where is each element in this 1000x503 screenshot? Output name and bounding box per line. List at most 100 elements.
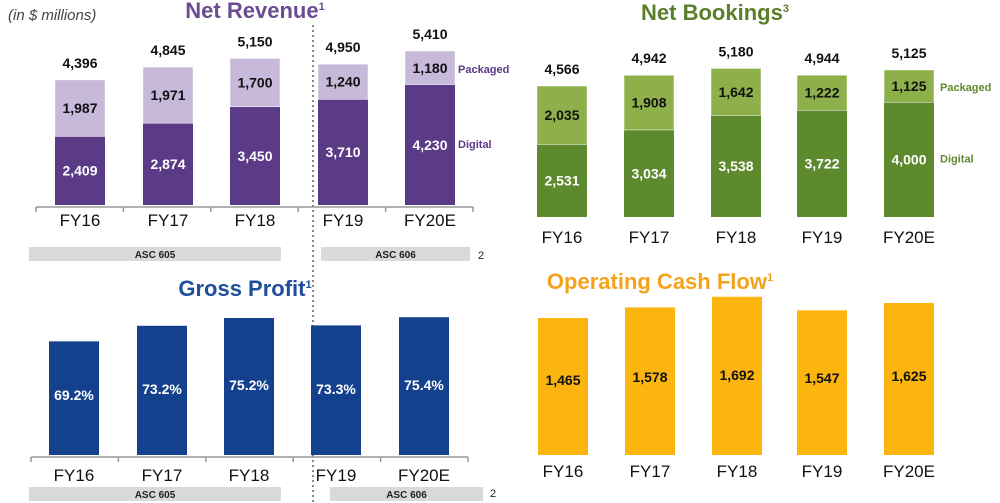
asc-band [29, 487, 281, 501]
x-tick-label: FY19 [316, 466, 357, 485]
x-tick-label: FY16 [54, 466, 95, 485]
data-label: 1,625 [891, 368, 926, 384]
bar [884, 303, 934, 455]
data-label-packaged: 1,642 [718, 84, 753, 100]
data-label-packaged: 1,971 [150, 87, 185, 103]
asc-label: ASC 605 [135, 490, 176, 501]
bar-packaged [142, 66, 194, 124]
data-label-packaged: 1,700 [237, 75, 272, 91]
asc-band [29, 247, 281, 261]
data-label-total: 5,150 [237, 33, 272, 49]
x-tick-label: FY17 [142, 466, 183, 485]
units-note: (in $ millions) [8, 7, 96, 24]
chart-title: Net Revenue1 [185, 0, 324, 23]
bar [137, 325, 187, 455]
data-label-total: 4,942 [631, 50, 666, 66]
data-label-digital: 3,722 [804, 156, 839, 172]
bar-digital [537, 144, 587, 217]
data-label-digital: 2,531 [544, 173, 579, 189]
data-label-digital: 3,450 [237, 148, 272, 164]
x-tick-label: FY16 [542, 228, 583, 247]
x-tick-label: FY20E [883, 462, 935, 481]
asc-label: ASC 606 [375, 250, 416, 261]
bar-digital [405, 84, 455, 205]
title-superscript: 3 [783, 3, 789, 15]
bar-digital [884, 102, 934, 217]
bar [712, 296, 762, 455]
bar-packaged [796, 74, 848, 111]
chart-title: Gross Profit1 [178, 276, 311, 301]
data-label: 69.2% [54, 387, 94, 403]
data-label: 75.2% [229, 377, 269, 393]
bar [399, 317, 449, 455]
bar-digital [143, 123, 193, 205]
x-tick-label: FY19 [323, 211, 364, 230]
x-tick-label: FY19 [802, 228, 843, 247]
data-label: 73.2% [142, 381, 182, 397]
data-label-digital: 3,034 [631, 165, 666, 181]
data-label-total: 4,396 [62, 55, 97, 71]
bar-packaged [883, 69, 935, 103]
title-superscript: 1 [319, 1, 325, 13]
footnote-marker: 2 [478, 250, 484, 262]
x-tick-label: FY20E [398, 466, 450, 485]
bar-packaged [229, 58, 281, 108]
x-tick-label: FY17 [629, 228, 670, 247]
x-tick-label: FY18 [229, 466, 270, 485]
data-label-total: 5,125 [891, 45, 926, 61]
bar [311, 325, 361, 455]
x-tick-label: FY18 [717, 462, 758, 481]
data-label-packaged: 2,035 [544, 107, 579, 123]
legend-packaged: Packaged [940, 82, 991, 94]
bar-digital [711, 115, 761, 217]
bar-digital [797, 110, 847, 217]
asc-label: ASC 605 [135, 250, 176, 261]
data-label-digital: 4,000 [891, 152, 926, 168]
asc-label: ASC 606 [386, 490, 427, 501]
data-label-packaged: 1,240 [325, 74, 360, 90]
legend-digital: Digital [940, 154, 974, 166]
data-label-packaged: 1,908 [631, 95, 666, 111]
data-label: 1,578 [632, 369, 667, 385]
data-label-packaged: 1,987 [62, 100, 97, 116]
data-label-digital: 4,230 [412, 137, 447, 153]
x-tick-label: FY20E [883, 228, 935, 247]
asc-band [330, 487, 483, 501]
legend-packaged: Packaged [458, 64, 509, 76]
x-tick-label: FY17 [630, 462, 671, 481]
data-label-total: 5,410 [412, 26, 447, 42]
bar [49, 341, 99, 455]
bar-digital [55, 136, 105, 205]
data-label-packaged: 1,180 [412, 60, 447, 76]
x-tick-label: FY16 [543, 462, 584, 481]
bar-digital [624, 129, 674, 217]
data-label-total: 4,845 [150, 42, 185, 58]
data-label-digital: 2,409 [62, 163, 97, 179]
footnote-marker: 2 [490, 488, 496, 500]
bar [625, 307, 675, 455]
x-tick-label: FY16 [60, 211, 101, 230]
x-tick-label: FY18 [716, 228, 757, 247]
bar-packaged [54, 79, 106, 137]
data-label: 1,465 [545, 372, 580, 388]
data-label-total: 4,944 [804, 50, 839, 66]
x-tick-label: FY17 [148, 211, 189, 230]
data-label-packaged: 1,125 [891, 78, 926, 94]
bar [224, 318, 274, 455]
data-label-digital: 3,710 [325, 144, 360, 160]
data-label: 73.3% [316, 381, 356, 397]
bar-packaged [710, 68, 762, 116]
chart-title: Operating Cash Flow1 [547, 269, 773, 294]
bar [797, 310, 847, 455]
chart-title: Net Bookings3 [641, 0, 789, 25]
data-label-total: 4,950 [325, 39, 360, 55]
title-superscript: 1 [767, 272, 773, 284]
bar-packaged [623, 74, 675, 131]
data-label: 75.4% [404, 377, 444, 393]
asc-band [321, 247, 470, 261]
bar-packaged [536, 85, 588, 145]
x-tick-label: FY19 [802, 462, 843, 481]
title-superscript: 1 [306, 279, 312, 291]
bar-packaged [317, 63, 369, 100]
